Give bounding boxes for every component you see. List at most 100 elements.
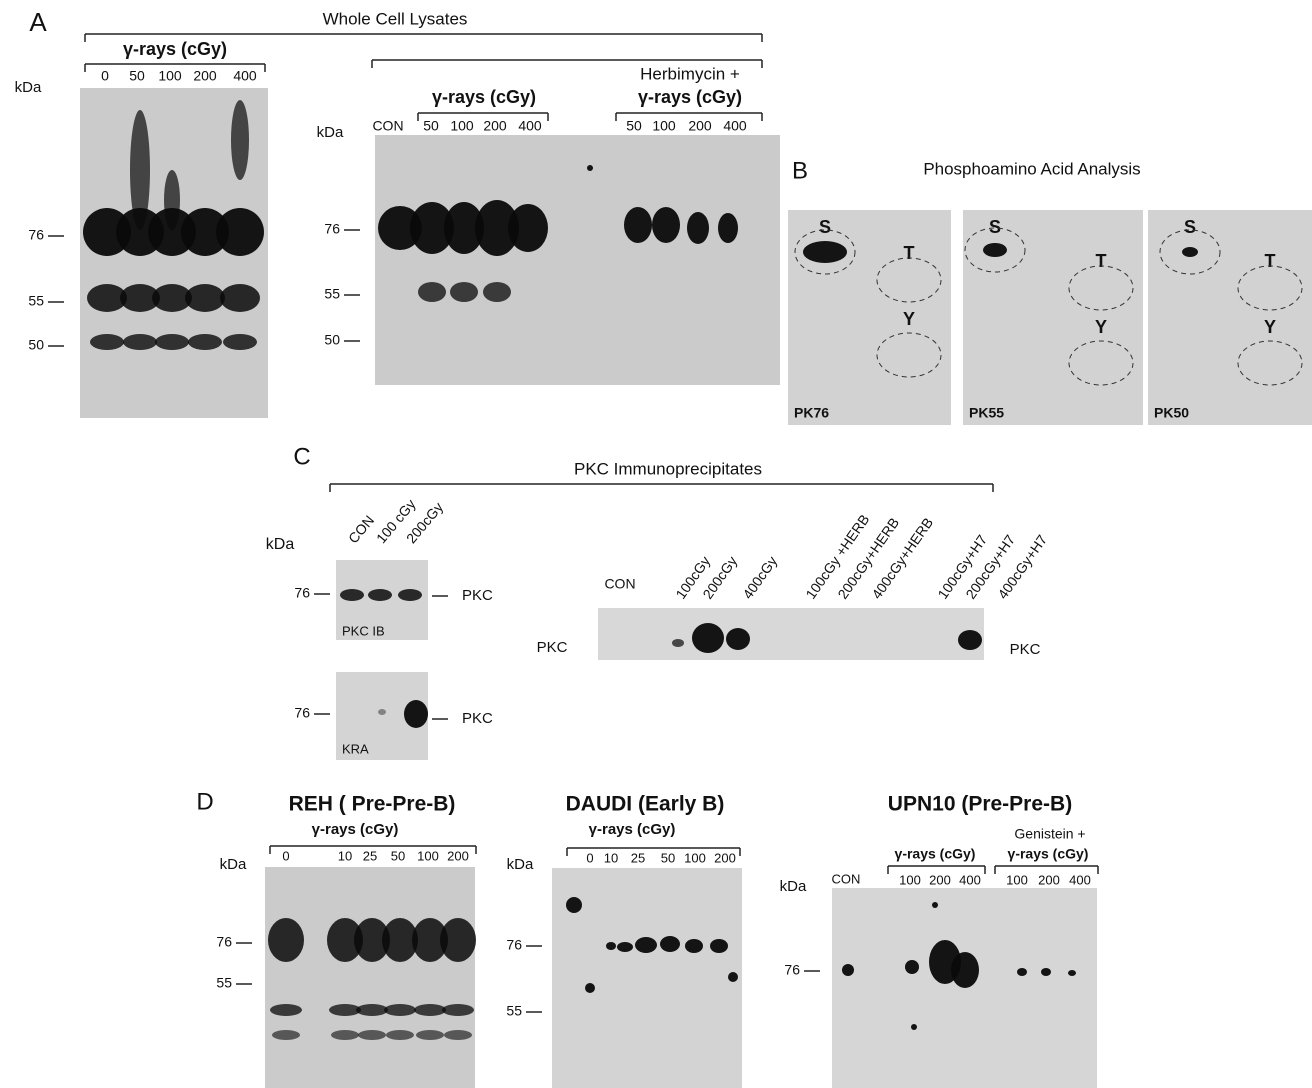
band [442,1004,474,1016]
lane-label: 10 [604,850,618,865]
unit-label: kDa [15,79,42,96]
unit-label: kDa [507,856,534,873]
band [983,243,1007,257]
spot-outline [1237,340,1303,386]
lane-label: CON [345,512,377,546]
band-label: PKC [1010,641,1041,658]
band [188,334,222,350]
lane-label: 25 [363,848,377,863]
band [660,936,680,952]
band [152,284,192,312]
lane-label: 200 [193,68,217,84]
plate-name: PK76 [794,405,829,421]
band [444,202,484,254]
blot [265,867,475,1088]
residue-label: Y [1264,317,1276,337]
band [130,110,150,230]
panel-title: PKC Immunoprecipitates [574,459,762,478]
band [1017,968,1027,976]
band [327,918,363,962]
lane-label: 0 [282,848,289,863]
marker-label: 76 [28,227,44,243]
spot-outline [1237,265,1303,311]
band [223,334,257,350]
marker-label: 50 [28,337,44,353]
band [606,942,616,950]
band-label: PKC [462,710,493,727]
band [148,208,196,256]
marker-label: 55 [324,286,340,302]
band [585,983,595,993]
band [414,1004,446,1016]
residue-label: S [819,217,831,237]
band [508,204,548,252]
band [386,1030,414,1040]
band [185,284,225,312]
lane-label: CON [372,118,403,134]
spot-outline [964,227,1026,273]
blot [788,210,951,425]
unit-label: kDa [266,536,295,553]
band [378,709,386,715]
lane-label: CON [832,871,861,886]
treatment-label: Genistein + [1014,826,1085,842]
band [410,202,454,254]
band [83,208,131,256]
blot [552,868,742,1088]
band [368,589,392,601]
band [220,284,260,312]
band [842,964,854,976]
lane-label: 50 [423,118,439,134]
lane-label: 200 [1038,872,1060,887]
spot-outline [794,229,856,275]
band [624,207,652,243]
band [710,939,728,953]
blot-name: KRA [342,741,369,756]
band [329,1004,361,1016]
band [120,284,160,312]
unit-label: kDa [780,878,807,895]
lane-label: 200 [714,850,736,865]
band [358,1030,386,1040]
band [951,952,979,988]
marker-label: 76 [294,705,310,721]
residue-label: Y [903,309,915,329]
lane-label: 50 [129,68,145,84]
band [404,700,428,728]
panel-label: C [293,443,310,470]
treatment-label: γ-rays (cGy) [638,87,742,107]
panel-label: B [792,157,808,184]
band [155,334,189,350]
lane-label: 0 [101,68,109,84]
blot-title: REH ( Pre-Pre-B) [289,793,456,816]
lane-label: 400 [1069,872,1091,887]
band [418,282,446,302]
unit-label: kDa [317,124,344,141]
band [450,282,478,302]
lane-label: 400 [959,872,981,887]
plate-name: PK50 [1154,405,1189,421]
band [384,1004,416,1016]
lane-label: 50 [661,850,675,865]
marker-label: 76 [784,962,800,978]
marker-label: 55 [216,975,232,991]
residue-label: Y [1095,317,1107,337]
lane-label: 400 [233,68,257,84]
residue-label: T [1265,251,1276,271]
lane-label: 25 [631,850,645,865]
blot [1148,210,1312,425]
lane-label: 400cGy+HERB [868,515,936,602]
blot [375,135,780,385]
residue-label: T [1096,251,1107,271]
lane-label: 100 [1006,872,1028,887]
panel-title: Phosphoamino Acid Analysis [923,159,1140,178]
lane-label: 50 [391,848,405,863]
band [87,284,127,312]
lane-label: 100 [158,68,182,84]
lane-label: 200 [688,118,712,134]
lane-label: CON [604,576,635,592]
lane-label: 50 [626,118,642,134]
band [687,212,709,244]
panel-label: D [196,788,213,815]
spot-outline [876,332,942,378]
